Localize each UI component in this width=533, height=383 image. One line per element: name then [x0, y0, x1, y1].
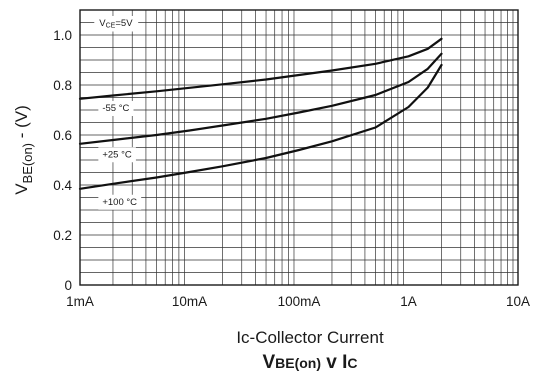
y-tick-labels: 0 0.2 0.4 0.6 0.8 1.0	[53, 28, 72, 293]
series-label: -55 °C	[98, 101, 134, 116]
series-line	[78, 37, 443, 100]
y-tick-label: 1.0	[53, 28, 72, 43]
chart-grid	[80, 10, 518, 285]
x-tick-label: 10A	[506, 294, 530, 309]
y-tick-label: 0.2	[53, 228, 72, 243]
x-tick-label: 1A	[400, 294, 417, 309]
plot-frame	[79, 9, 519, 286]
y-tick-label: 0.8	[53, 78, 72, 93]
series-labels: -55 °C +25 °C +100 °C	[98, 101, 142, 210]
series-label-box	[98, 101, 134, 116]
x-tick-labels: 1mA 10mA 100mA 1A 10A	[66, 294, 530, 309]
annotation-box	[94, 16, 139, 32]
vbe-chart: 0 0.2 0.4 0.6 0.8 1.0 1mA 10mA 100mA 1A 10A -55 °…	[12, 9, 530, 309]
series-line	[78, 52, 443, 145]
series-label-box	[98, 147, 136, 163]
x-tick-label: 1mA	[66, 294, 94, 309]
x-tick-label: 10mA	[172, 294, 207, 309]
y-tick-label: 0	[64, 278, 72, 293]
x-tick-label: 100mA	[278, 294, 321, 309]
annotation: VCE=5V	[94, 16, 139, 32]
chart-series	[78, 37, 443, 190]
series-label: +100 °C	[98, 194, 142, 210]
chart-annotations: VCE=5V	[94, 16, 139, 32]
annotation-text: VCE=5V	[99, 18, 133, 30]
series-line	[78, 63, 443, 190]
y-axis-label: VBE(on) - (V)	[12, 105, 35, 195]
series-label-box	[98, 194, 142, 210]
y-tick-label: 0.4	[53, 178, 72, 193]
x-axis-label: Ic-Collector Current	[236, 328, 384, 347]
series-label-text: +25 °C	[102, 149, 132, 160]
y-tick-label: 0.6	[53, 128, 72, 143]
series-label-text: +100 °C	[102, 197, 137, 208]
series-label: +25 °C	[98, 147, 136, 163]
chart-title: VBE(on) v IC	[262, 352, 358, 373]
series-label-text: -55 °C	[102, 103, 129, 114]
